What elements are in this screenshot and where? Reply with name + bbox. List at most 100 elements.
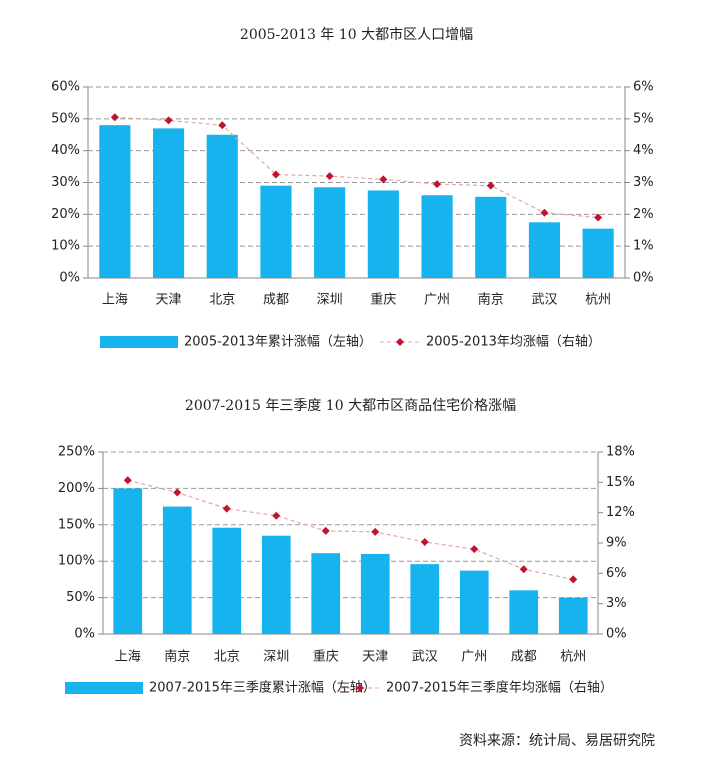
bar <box>311 553 341 634</box>
y-tick-label: 40% <box>51 143 80 158</box>
x-tick-label: 武汉 <box>412 650 438 665</box>
source-note: 资料来源：统计局、易居研究院 <box>459 733 655 749</box>
bar <box>475 196 507 278</box>
x-tick-label: 成都 <box>511 650 537 665</box>
x-tick-label: 深圳 <box>263 650 289 665</box>
y2-tick-label: 5% <box>633 111 654 126</box>
legend-swatch <box>65 682 143 694</box>
y2-tick-label: 6% <box>633 80 654 95</box>
y-tick-label: 100% <box>58 554 95 569</box>
y2-tick-label: 9% <box>606 536 627 551</box>
x-tick-label: 天津 <box>156 293 182 308</box>
bar <box>314 187 346 278</box>
line-marker <box>594 213 603 222</box>
legend-swatch <box>100 336 178 348</box>
x-tick-label: 上海 <box>102 293 128 308</box>
bar <box>212 527 242 634</box>
y2-tick-label: 4% <box>633 143 654 158</box>
line-marker <box>321 526 330 535</box>
line-series <box>127 479 574 580</box>
y-tick-label: 0% <box>74 627 95 642</box>
y-tick-label: 20% <box>51 207 80 222</box>
y2-tick-label: 2% <box>633 207 654 222</box>
line-marker <box>164 116 173 125</box>
line-marker <box>272 511 281 520</box>
x-tick-label: 杭州 <box>585 293 611 308</box>
x-tick-label: 重庆 <box>370 292 396 308</box>
bar <box>509 590 539 634</box>
legend-label: 2005-2013年累计涨幅（左轴） <box>184 335 372 350</box>
line-marker <box>433 180 442 189</box>
x-tick-label: 北京 <box>214 650 240 665</box>
y-tick-label: 50% <box>51 111 80 126</box>
x-tick-label: 南京 <box>478 292 504 308</box>
y-tick-label: 50% <box>66 590 95 605</box>
line-marker <box>519 565 528 574</box>
chart-title: 2007-2015 年三季度 10 大都市区商品住宅价格涨幅 <box>185 397 516 414</box>
line-marker <box>569 575 578 584</box>
bar <box>558 597 588 634</box>
line-marker <box>486 181 495 190</box>
y2-tick-label: 3% <box>606 596 627 611</box>
line-marker <box>540 208 549 217</box>
x-tick-label: 成都 <box>263 293 289 308</box>
x-tick-label: 深圳 <box>317 293 343 308</box>
y2-tick-label: 1% <box>633 239 654 254</box>
bar <box>582 228 614 278</box>
y-tick-label: 30% <box>51 175 80 190</box>
y2-tick-label: 0% <box>633 271 654 286</box>
line-marker <box>218 121 227 130</box>
line-marker <box>470 545 479 554</box>
bar <box>260 185 292 278</box>
y2-tick-label: 0% <box>606 627 627 642</box>
y-tick-label: 150% <box>58 517 95 532</box>
bar <box>459 570 489 634</box>
y-tick-label: 0% <box>59 271 80 286</box>
x-tick-label: 武汉 <box>531 293 557 308</box>
bar <box>113 488 143 634</box>
bar <box>528 222 561 278</box>
line-series <box>114 116 599 219</box>
bar <box>261 535 291 634</box>
line-marker <box>371 527 380 536</box>
line-marker <box>110 113 119 122</box>
line-marker <box>222 504 231 513</box>
line-marker <box>173 488 182 497</box>
y2-tick-label: 6% <box>606 566 627 581</box>
x-tick-label: 南京 <box>164 649 190 665</box>
legend-swatch-marker <box>356 684 364 692</box>
y-tick-label: 10% <box>51 239 80 254</box>
legend-swatch-marker <box>396 338 404 346</box>
line-marker <box>123 476 132 485</box>
legend-label: 2007-2015年三季度累计涨幅（左轴） <box>149 680 376 696</box>
line-marker <box>379 175 388 184</box>
bar <box>99 125 131 278</box>
x-tick-label: 重庆 <box>313 649 339 665</box>
legend-label: 2005-2013年均涨幅（右轴） <box>426 335 601 350</box>
x-tick-label: 广州 <box>424 293 450 308</box>
legend-label: 2007-2015年三季度年均涨幅（右轴） <box>386 680 613 696</box>
x-tick-label: 上海 <box>115 650 141 665</box>
x-tick-label: 天津 <box>362 650 388 665</box>
line-marker <box>271 170 280 179</box>
y-tick-label: 200% <box>58 481 95 496</box>
bar <box>360 553 390 634</box>
y2-tick-label: 3% <box>633 175 654 190</box>
x-tick-label: 杭州 <box>560 650 586 665</box>
x-tick-label: 广州 <box>461 650 487 665</box>
y-tick-label: 250% <box>58 445 95 460</box>
bar <box>421 195 453 278</box>
bar <box>367 190 399 278</box>
bar <box>152 128 185 278</box>
bar <box>206 134 238 278</box>
line-marker <box>325 172 334 181</box>
chart-title: 2005-2013 年 10 大都市区人口增幅 <box>240 26 473 43</box>
line-marker <box>420 537 429 546</box>
y-tick-label: 60% <box>51 80 80 95</box>
x-tick-label: 北京 <box>209 293 235 308</box>
y2-tick-label: 15% <box>606 475 635 490</box>
bar <box>162 506 192 634</box>
y2-tick-label: 18% <box>606 445 635 460</box>
